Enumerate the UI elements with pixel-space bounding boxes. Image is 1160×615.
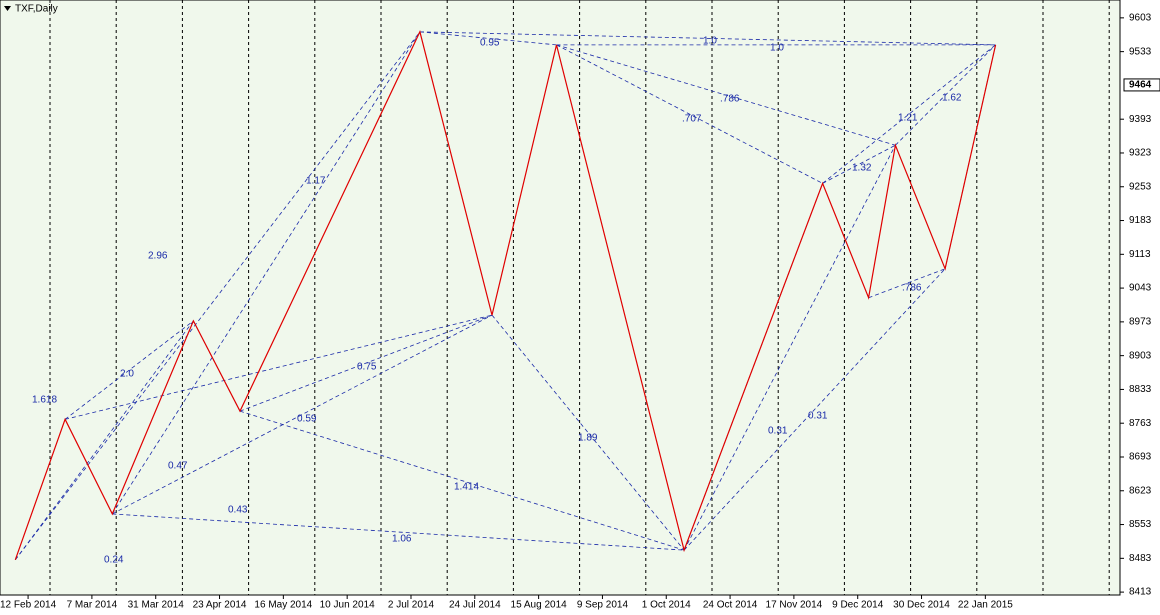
x-tick-label: 10 Jun 2014 — [320, 600, 375, 611]
y-tick-label: 8833 — [1129, 384, 1152, 395]
fib-label: 1.618 — [32, 395, 57, 406]
fib-line — [822, 44, 996, 184]
plot-area — [0, 0, 1121, 596]
x-tick-label: 24 Jul 2014 — [449, 600, 501, 611]
fib-line — [556, 44, 896, 146]
y-tick-label: 8763 — [1129, 418, 1152, 429]
fib-label: 1.0 — [770, 43, 784, 54]
x-tick-label: 1 Oct 2014 — [642, 600, 691, 611]
x-tick-label: 24 Oct 2014 — [703, 600, 758, 611]
y-tick-label: 8553 — [1129, 519, 1152, 530]
y-tick-label: 8903 — [1129, 350, 1152, 361]
y-tick-label: 9253 — [1129, 181, 1152, 192]
y-tick-label: 9533 — [1129, 46, 1152, 57]
zigzag-line — [14, 30, 997, 561]
fib-label: 0.47 — [168, 461, 188, 472]
fib-label: 1.32 — [852, 163, 872, 174]
y-tick-label: 8693 — [1129, 452, 1152, 463]
fib-label: 1.17 — [306, 176, 326, 187]
fib-label: .786 — [720, 94, 740, 105]
fib-line — [419, 31, 557, 46]
fib-line — [112, 314, 493, 515]
fib-line — [64, 314, 493, 420]
fib-line — [239, 314, 493, 412]
fib-line — [239, 410, 685, 551]
x-tick-label: 23 Apr 2014 — [193, 600, 247, 611]
fib-label: 0.31 — [768, 426, 788, 437]
y-tick-label: 9043 — [1129, 283, 1152, 294]
current-price-label: 9464 — [1129, 80, 1152, 91]
fib-label: 1.414 — [454, 482, 479, 493]
fib-label: 2.96 — [148, 251, 168, 262]
chart-title: TXF,Daily — [15, 4, 58, 15]
x-tick-label: 2 Jul 2014 — [388, 600, 435, 611]
title-icon — [4, 6, 11, 11]
y-tick-label: 9393 — [1129, 114, 1152, 125]
x-tick-label: 9 Sep 2014 — [577, 600, 629, 611]
fib-line — [14, 31, 421, 561]
fib-line — [419, 31, 996, 46]
x-tick-label: 15 Aug 2014 — [511, 600, 568, 611]
y-tick-label: 9183 — [1129, 215, 1152, 226]
fib-line — [14, 320, 194, 561]
fib-line — [64, 320, 194, 420]
y-tick-label: 8973 — [1129, 317, 1152, 328]
fib-label: 0.31 — [808, 411, 828, 422]
fib-label: 0.59 — [297, 414, 317, 425]
x-tick-label: 9 Dec 2014 — [832, 600, 884, 611]
fib-label: 0.95 — [480, 38, 500, 49]
fib-label: .786 — [902, 283, 922, 294]
fib-label: 0.24 — [104, 555, 124, 566]
x-tick-label: 16 May 2014 — [254, 600, 312, 611]
fib-line — [491, 314, 685, 551]
fib-label: 1.0 — [703, 36, 717, 47]
fib-line — [111, 31, 421, 515]
fib-label: .707 — [682, 114, 702, 125]
fib-line — [683, 268, 946, 551]
fib-label: 1.06 — [392, 534, 412, 545]
fib-label: 0.43 — [228, 505, 248, 516]
fib-line — [112, 513, 685, 551]
fib-line — [895, 44, 996, 146]
x-tick-label: 12 Feb 2014 — [0, 600, 57, 611]
fib-label: 2.0 — [120, 369, 134, 380]
x-tick-label: 22 Jan 2015 — [958, 600, 1013, 611]
y-tick-label: 9113 — [1129, 249, 1151, 260]
fib-label: 0.75 — [357, 362, 377, 373]
x-tick-label: 7 Mar 2014 — [67, 600, 118, 611]
y-tick-label: 9603 — [1129, 12, 1152, 23]
x-tick-label: 31 Mar 2014 — [128, 600, 185, 611]
y-tick-label: 8623 — [1129, 485, 1152, 496]
fib-label: 1.89 — [578, 433, 598, 444]
x-tick-label: 17 Nov 2014 — [766, 600, 823, 611]
y-tick-label: 8413 — [1129, 587, 1152, 598]
fib-label: 1.62 — [942, 93, 962, 104]
fib-line — [683, 145, 896, 551]
fib-label: 1.21 — [898, 113, 918, 124]
y-tick-label: 9323 — [1129, 148, 1152, 159]
x-tick-label: 30 Dec 2014 — [893, 600, 950, 611]
y-tick-label: 8483 — [1129, 553, 1152, 564]
current-price-box — [1123, 78, 1160, 92]
fib-line — [556, 44, 823, 184]
